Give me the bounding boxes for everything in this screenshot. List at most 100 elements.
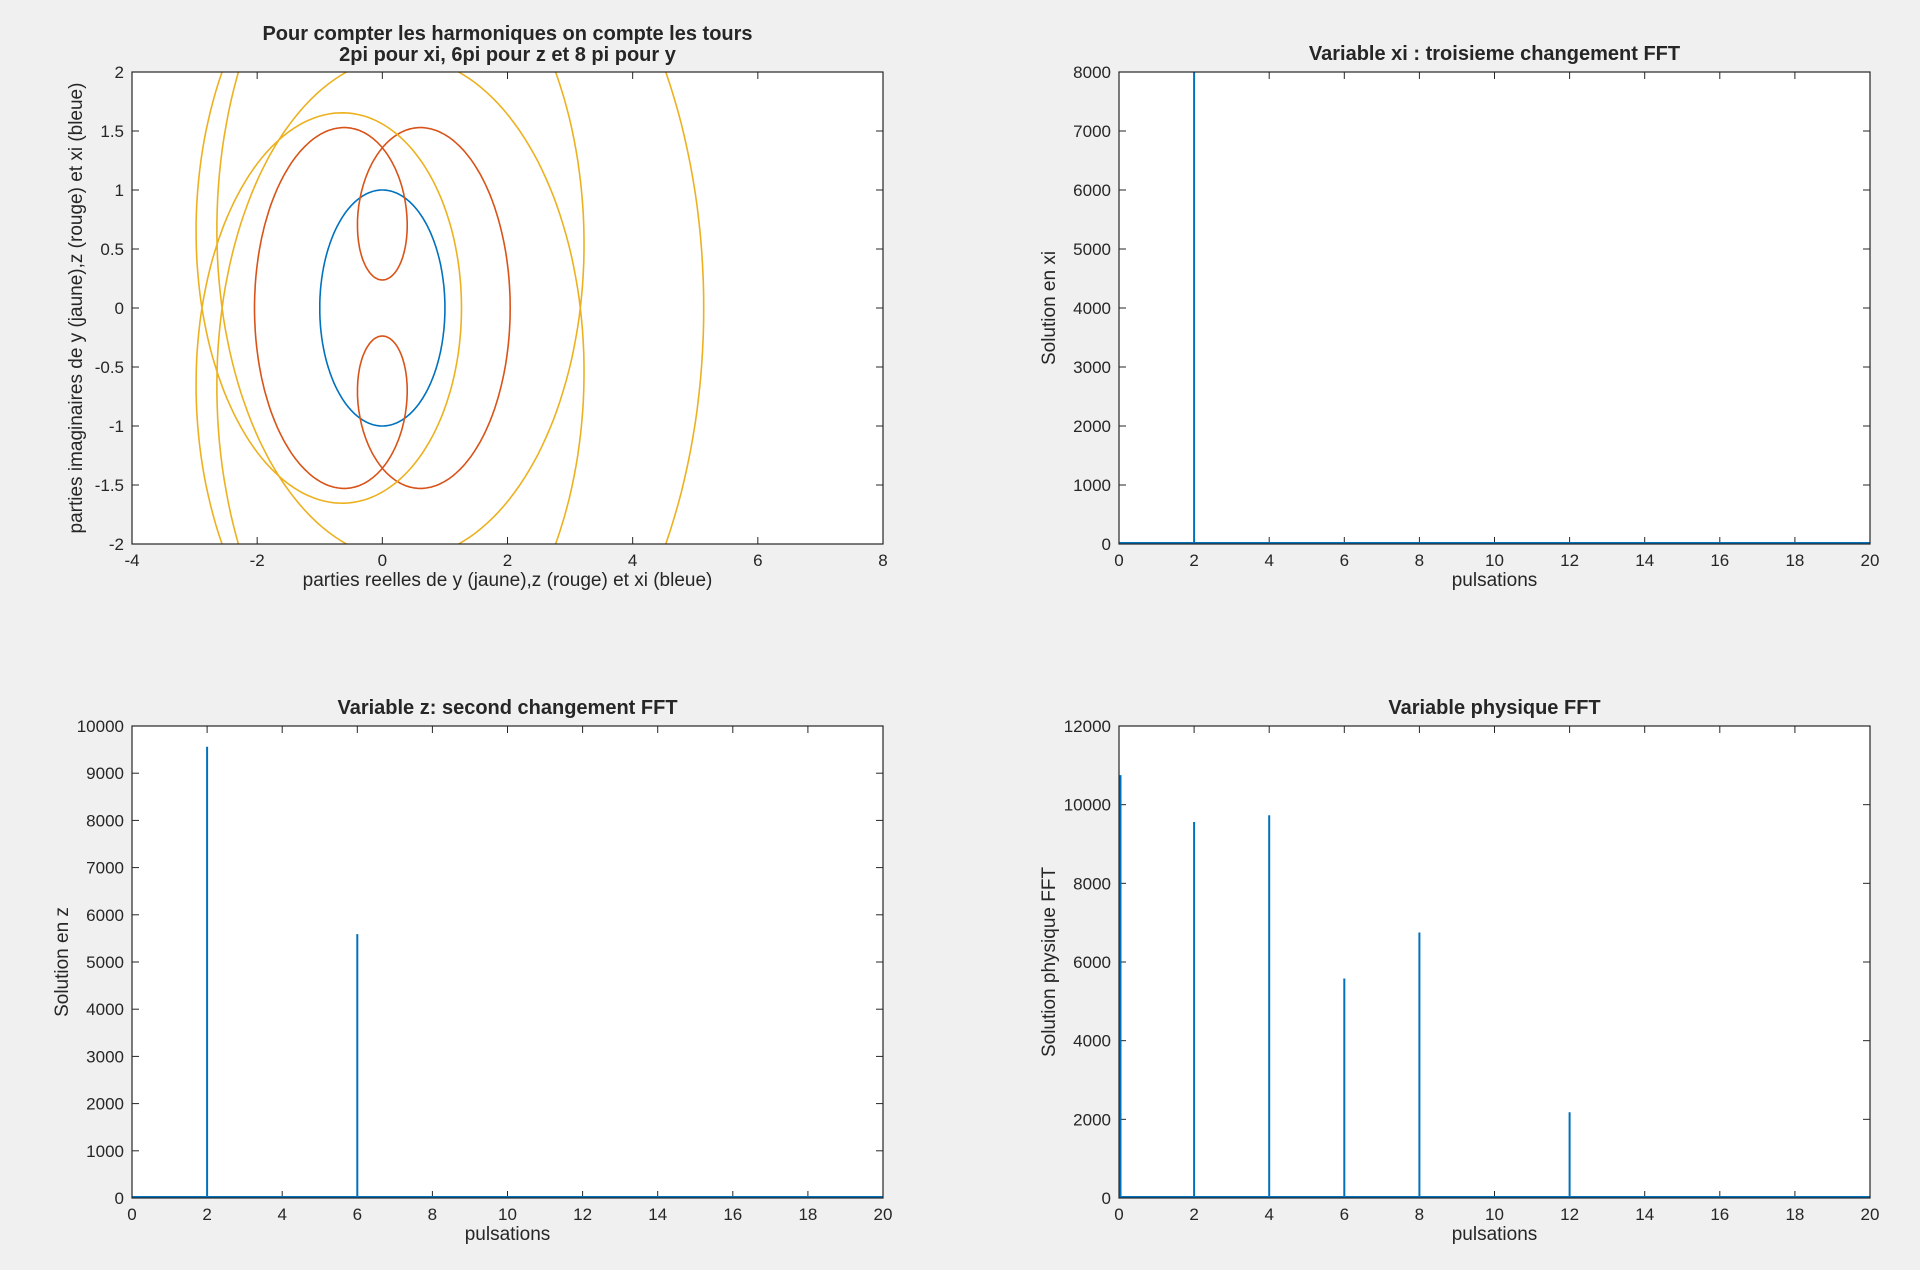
plot-frame bbox=[131, 71, 884, 545]
x-tick-label: 14 bbox=[1635, 1205, 1654, 1224]
y-tick-label: 4000 bbox=[1073, 299, 1111, 318]
x-tick-label: 2 bbox=[1189, 551, 1198, 570]
x-tick-label: 20 bbox=[1861, 1205, 1880, 1224]
chart-panel-3: 0 2 4 6 8 10 12 14 16 18 20 0 1000 2000 3000 4000 5000 60… bbox=[52, 697, 892, 1245]
plot-frame bbox=[131, 725, 884, 1199]
x-tick-label: 16 bbox=[723, 1205, 742, 1224]
y-axis-label: Solution en xi bbox=[1039, 251, 1060, 365]
x-tick-label: 6 bbox=[1340, 551, 1349, 570]
x-tick-label: 18 bbox=[1785, 1205, 1804, 1224]
y-tick-label: 1.5 bbox=[100, 122, 124, 141]
x-tick-label: 14 bbox=[648, 1205, 667, 1224]
x-tick-label: 20 bbox=[1861, 551, 1880, 570]
x-tick-label: 0 bbox=[378, 551, 387, 570]
y-tick-label: -1 bbox=[109, 417, 124, 436]
x-tick-label: 8 bbox=[1415, 551, 1424, 570]
x-tick-label: 6 bbox=[753, 551, 762, 570]
x-tick-label: -2 bbox=[250, 551, 265, 570]
y-tick-label: 6000 bbox=[1073, 181, 1111, 200]
plot-frame bbox=[1118, 71, 1871, 545]
x-tick-label: 12 bbox=[1560, 551, 1579, 570]
chart-title: Variable z: second changement FFT bbox=[337, 697, 677, 719]
x-tick-label: 12 bbox=[1560, 1205, 1579, 1224]
y-tick-label: -0.5 bbox=[95, 358, 124, 377]
x-tick-label: -4 bbox=[124, 551, 139, 570]
x-tick-label: 10 bbox=[1485, 1205, 1504, 1224]
chart-title: Variable xi : troisieme changement FFT bbox=[1309, 43, 1680, 65]
y-tick-label: 5000 bbox=[1073, 240, 1111, 259]
y-tick-label: 6000 bbox=[86, 906, 124, 925]
x-axis-label: pulsations bbox=[1452, 570, 1538, 591]
y-tick-label: 2000 bbox=[1073, 417, 1111, 436]
x-tick-label: 4 bbox=[277, 1205, 286, 1224]
curve-y bbox=[195, 72, 705, 544]
x-tick-label: 4 bbox=[628, 551, 637, 570]
x-tick-label: 0 bbox=[1114, 1205, 1123, 1224]
chart-panel-4: 0 2 4 6 8 10 12 14 16 18 20 0 2000 4000 6000 8000 10000 1… bbox=[1039, 697, 1879, 1245]
x-tick-label: 2 bbox=[202, 1205, 211, 1224]
y-tick-label: 8000 bbox=[1073, 874, 1111, 893]
y-tick-label: 0 bbox=[1102, 1189, 1111, 1208]
y-tick-label: 3000 bbox=[86, 1047, 124, 1066]
x-tick-label: 10 bbox=[498, 1205, 517, 1224]
y-tick-label: 7000 bbox=[1073, 122, 1111, 141]
y-tick-label: 10000 bbox=[77, 717, 124, 736]
y-tick-label: 2 bbox=[115, 63, 124, 82]
x-axis-label: pulsations bbox=[465, 1224, 551, 1245]
x-tick-label: 2 bbox=[1189, 1205, 1198, 1224]
y-tick-label: 6000 bbox=[1073, 953, 1111, 972]
y-tick-label: 4000 bbox=[1073, 1032, 1111, 1051]
plot-frame bbox=[1118, 725, 1871, 1199]
plot-area bbox=[132, 72, 883, 544]
x-tick-label: 0 bbox=[127, 1205, 136, 1224]
y-axis-label: Solution en z bbox=[52, 907, 73, 1017]
x-tick-label: 18 bbox=[798, 1205, 817, 1224]
y-tick-label: -2 bbox=[109, 535, 124, 554]
y-tick-label: 8000 bbox=[86, 811, 124, 830]
y-tick-label: 1000 bbox=[1073, 476, 1111, 495]
y-tick-label: 1000 bbox=[86, 1142, 124, 1161]
y-tick-label: 12000 bbox=[1064, 717, 1111, 736]
y-tick-label: 7000 bbox=[86, 859, 124, 878]
y-tick-label: 2000 bbox=[1073, 1110, 1111, 1129]
x-tick-label: 16 bbox=[1710, 1205, 1729, 1224]
y-axis-label: parties imaginaires de y (jaune),z (roug… bbox=[66, 83, 87, 534]
x-tick-label: 16 bbox=[1710, 551, 1729, 570]
x-tick-label: 18 bbox=[1785, 551, 1804, 570]
y-tick-label: 0.5 bbox=[100, 240, 124, 259]
x-tick-label: 10 bbox=[1485, 551, 1504, 570]
x-axis-label: pulsations bbox=[1452, 1224, 1538, 1245]
x-tick-label: 4 bbox=[1264, 1205, 1273, 1224]
y-tick-label: 10000 bbox=[1064, 796, 1111, 815]
x-tick-label: 4 bbox=[1264, 551, 1273, 570]
x-tick-label: 6 bbox=[1340, 1205, 1349, 1224]
x-tick-label: 6 bbox=[353, 1205, 362, 1224]
plot-area bbox=[132, 726, 883, 1198]
x-tick-label: 8 bbox=[1415, 1205, 1424, 1224]
x-tick-label: 20 bbox=[874, 1205, 893, 1224]
x-tick-label: 14 bbox=[1635, 551, 1654, 570]
y-tick-label: 3000 bbox=[1073, 358, 1111, 377]
x-tick-label: 12 bbox=[573, 1205, 592, 1224]
plot-area bbox=[1119, 72, 1870, 544]
chart-title: Variable physique FFT bbox=[1388, 697, 1600, 719]
x-tick-label: 0 bbox=[1114, 551, 1123, 570]
x-tick-label: 2 bbox=[503, 551, 512, 570]
x-tick-label: 8 bbox=[878, 551, 887, 570]
y-tick-label: 5000 bbox=[86, 953, 124, 972]
x-tick-label: 8 bbox=[428, 1205, 437, 1224]
y-axis-label: Solution physique FFT bbox=[1039, 867, 1060, 1057]
y-tick-label: 0 bbox=[115, 1189, 124, 1208]
y-tick-label: 2000 bbox=[86, 1095, 124, 1114]
y-tick-label: 8000 bbox=[1073, 63, 1111, 82]
chart-title-line-2: 2pi pour xi, 6pi pour z et 8 pi pour y bbox=[339, 44, 677, 66]
y-tick-label: -1.5 bbox=[95, 476, 124, 495]
plot-area bbox=[1119, 726, 1870, 1198]
curve-xi bbox=[318, 189, 446, 427]
y-tick-label: 0 bbox=[115, 299, 124, 318]
chart-panel-2: 0 2 4 6 8 10 12 14 16 18 20 0 1000 2000 3000 4000 5000 60… bbox=[1039, 43, 1879, 591]
y-tick-label: 4000 bbox=[86, 1000, 124, 1019]
y-tick-label: 9000 bbox=[86, 764, 124, 783]
x-axis-label: parties reelles de y (jaune),z (rouge) e… bbox=[303, 570, 713, 591]
